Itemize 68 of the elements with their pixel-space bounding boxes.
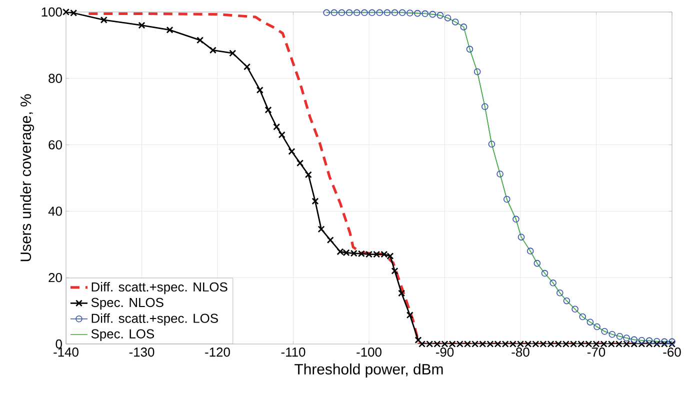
- point: [646, 337, 653, 344]
- point: [503, 196, 510, 203]
- point: [616, 332, 624, 340]
- x-tick-label: -60: [663, 348, 681, 357]
- x-tick-label: -70: [587, 348, 606, 357]
- x-tick-label: -90: [436, 348, 454, 357]
- point: [414, 10, 421, 17]
- point: [518, 234, 525, 240]
- point: [572, 306, 578, 313]
- point: [460, 24, 468, 30]
- point: [384, 9, 391, 16]
- legend-label: Diff. scatt.+spec. NLOS: [92, 282, 228, 294]
- point: [323, 9, 330, 16]
- x-axis-title: Threshold power, dBm: [294, 364, 443, 378]
- x-tick-label: -120: [205, 348, 230, 357]
- point: [398, 9, 406, 16]
- point: [623, 334, 630, 342]
- x-tick-label: -110: [281, 348, 306, 357]
- point: [579, 313, 586, 320]
- point: [550, 280, 556, 286]
- x-tick-label: -130: [129, 348, 154, 357]
- point: [482, 103, 488, 110]
- y-tick-label: 0: [56, 339, 62, 349]
- legend-label: Diff. scatt.+spec. LOS: [92, 313, 218, 326]
- point: [534, 260, 541, 267]
- point: [638, 336, 646, 344]
- y-axis-title: Users under coverage, %: [20, 94, 34, 262]
- x-tick-label: -80: [512, 348, 530, 357]
- point: [556, 289, 564, 296]
- point: [488, 140, 496, 148]
- point: [361, 9, 368, 16]
- point: [586, 318, 594, 326]
- point: [630, 336, 638, 344]
- point: [541, 270, 548, 277]
- point: [474, 68, 481, 76]
- point: [368, 9, 376, 16]
- point: [444, 14, 452, 22]
- legend-label: Spec. NLOS: [91, 298, 164, 310]
- y-tick-label: 20: [48, 273, 62, 282]
- point: [496, 170, 504, 178]
- point: [422, 10, 428, 18]
- point: [653, 338, 660, 345]
- point: [466, 46, 474, 53]
- y-tick-label: 80: [48, 74, 62, 83]
- point: [330, 9, 338, 16]
- point: [338, 9, 346, 16]
- legend-label: Spec. LOS: [91, 329, 154, 342]
- y-tick-label: 100: [42, 7, 62, 17]
- point: [512, 216, 520, 223]
- point: [406, 10, 414, 16]
- x-tick-label: -100: [356, 348, 382, 357]
- point: [391, 9, 398, 16]
- y-tick-label: 60: [48, 140, 62, 150]
- point: [661, 338, 668, 346]
- point: [346, 9, 353, 16]
- point: [376, 9, 383, 16]
- point: [353, 9, 360, 16]
- x-tick-label: -140: [54, 348, 78, 357]
- point: [452, 18, 459, 26]
- point: [563, 297, 570, 304]
- y-tick-label: 40: [48, 206, 62, 216]
- point: [594, 323, 600, 330]
- point: [668, 338, 676, 346]
- point: [608, 330, 616, 338]
- point: [526, 248, 534, 254]
- point: [429, 10, 436, 18]
- point: [436, 12, 444, 19]
- point: [601, 328, 608, 335]
